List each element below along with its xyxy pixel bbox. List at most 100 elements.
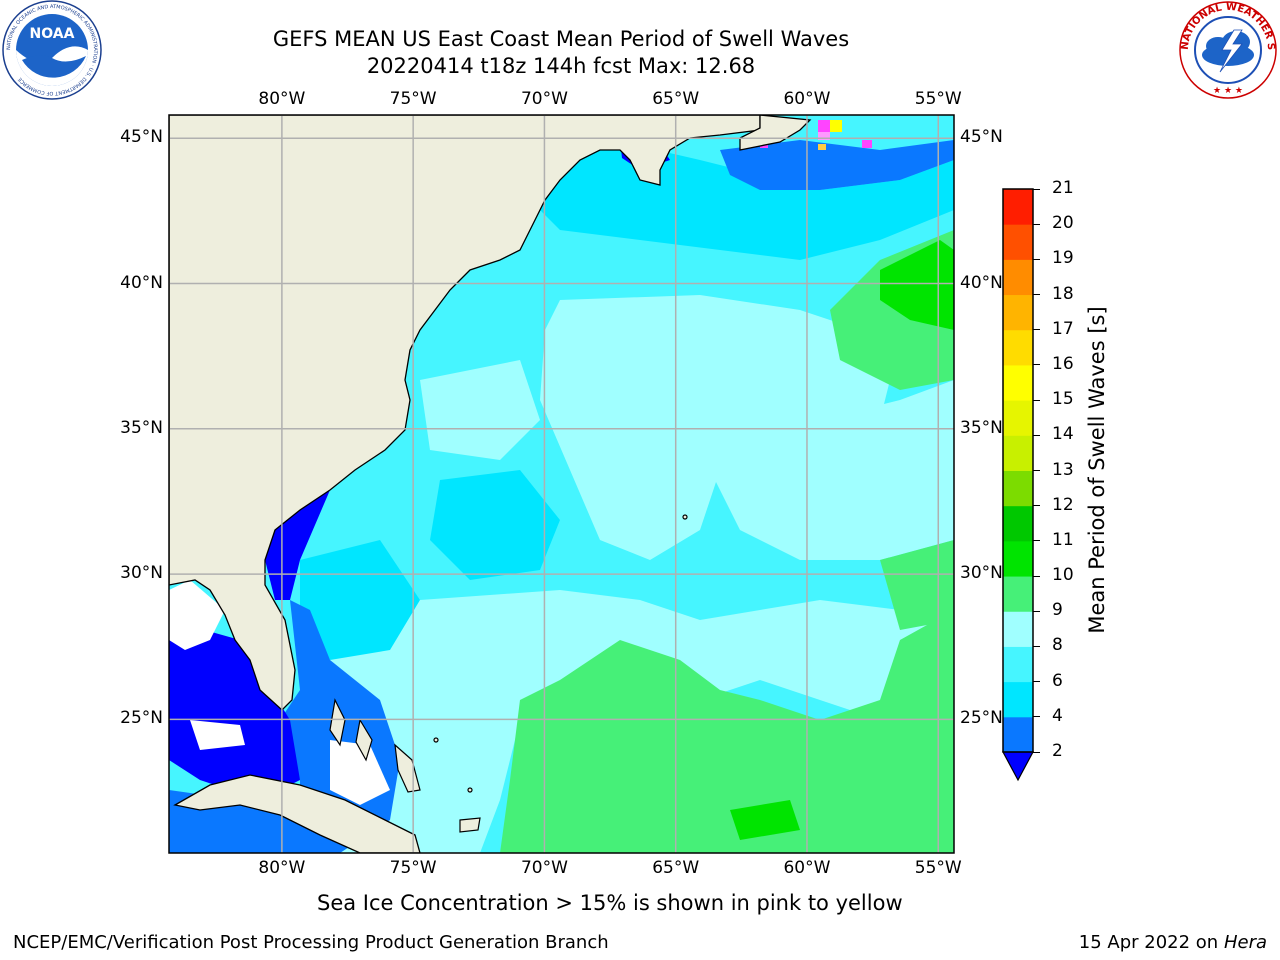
lon-tick-label-top: 65°W bbox=[652, 89, 700, 109]
colorbar-tick-label: 4 bbox=[1052, 705, 1063, 726]
footer-organization: NCEP/EMC/Verification Post Processing Pr… bbox=[13, 932, 609, 953]
lon-tick-label-top: 80°W bbox=[258, 89, 306, 109]
colorbar-tick-mark bbox=[1033, 751, 1040, 753]
colorbar-segment bbox=[1003, 505, 1033, 542]
colorbar-segment bbox=[1003, 259, 1033, 296]
map-frame bbox=[168, 114, 955, 854]
colorbar-segment bbox=[1003, 470, 1033, 507]
colorbar-segment bbox=[1003, 400, 1033, 436]
lon-tick-label-top: 55°W bbox=[914, 89, 962, 109]
colorbar-tick-mark bbox=[1033, 188, 1040, 190]
colorbar-segment bbox=[1003, 611, 1033, 647]
colorbar-tick-mark bbox=[1033, 434, 1040, 436]
colorbar-tick-mark bbox=[1033, 681, 1040, 683]
lat-tick-label-right: 35°N bbox=[960, 417, 1003, 438]
lat-tick-label-right: 30°N bbox=[960, 563, 1003, 584]
footer-date-text: 15 Apr 2022 on bbox=[1078, 932, 1224, 953]
colorbar-tick-label: 17 bbox=[1052, 318, 1074, 339]
colorbar-segment bbox=[1003, 329, 1033, 366]
lat-tick-label-right: 25°N bbox=[960, 708, 1003, 729]
field-light-cyan bbox=[300, 590, 954, 853]
colorbar-tick-mark bbox=[1033, 294, 1040, 296]
lat-tick-label-left: 40°N bbox=[120, 272, 163, 293]
colorbar-segment bbox=[1003, 364, 1033, 401]
colorbar-tick-mark bbox=[1033, 470, 1040, 471]
lon-tick-label-top: 70°W bbox=[520, 89, 568, 109]
colorbar-tick-label: 14 bbox=[1052, 424, 1074, 445]
colorbar-tick-label: 12 bbox=[1052, 494, 1074, 515]
lon-tick-label-bottom: 55°W bbox=[914, 858, 962, 878]
field-deep-blue bbox=[169, 620, 300, 800]
colorbar-tick-label: 10 bbox=[1052, 565, 1074, 586]
colorbar-tick-label: 9 bbox=[1052, 600, 1063, 621]
map-title: GEFS MEAN US East Coast Mean Period of S… bbox=[272, 27, 850, 51]
lon-tick-label-bottom: 75°W bbox=[389, 858, 437, 878]
map-subtitle: 20220414 t18z 144h fcst Max: 12.68 bbox=[366, 54, 756, 78]
lat-tick-label-right: 40°N bbox=[960, 272, 1003, 293]
field-light-cyan bbox=[420, 360, 540, 460]
lat-tick-label-left: 45°N bbox=[120, 127, 163, 148]
field-no-data bbox=[169, 580, 225, 650]
land-nova-scotia bbox=[739, 115, 812, 151]
colorbar-segment bbox=[1003, 716, 1033, 753]
colorbar-tick-label: 20 bbox=[1052, 213, 1074, 234]
colorbar-segment bbox=[1003, 294, 1033, 331]
colorbar-tick-label: 6 bbox=[1052, 670, 1063, 691]
field-light-cyan bbox=[540, 295, 890, 560]
field-light-cyan bbox=[700, 380, 954, 560]
field-bright-green bbox=[730, 800, 800, 840]
colorbar-segment bbox=[1003, 540, 1033, 577]
colorbar-tick-mark bbox=[1033, 505, 1040, 507]
lon-tick-label-top: 75°W bbox=[389, 89, 437, 109]
field-medium-cyan bbox=[430, 470, 560, 580]
lat-tick-label-left: 35°N bbox=[120, 417, 163, 438]
noaa-logo: NOAA NATIONAL OCEANIC AND ATMOSPHERIC AD… bbox=[2, 0, 102, 100]
colorbar-tick-mark bbox=[1033, 540, 1040, 542]
colorbar-segment bbox=[1003, 189, 1033, 225]
colorbar-tick-mark bbox=[1033, 575, 1040, 577]
map-area bbox=[169, 115, 954, 853]
colorbar-label: Mean Period of Swell Waves [s] bbox=[1085, 306, 1109, 634]
footer-machine: Hera bbox=[1223, 932, 1267, 953]
colorbar-segment bbox=[1003, 576, 1033, 612]
colorbar-tick-label: 19 bbox=[1052, 248, 1074, 269]
colorbar-tick-mark bbox=[1033, 364, 1040, 366]
colorbar-tick-label: 11 bbox=[1052, 529, 1074, 550]
graticule bbox=[169, 115, 954, 853]
colorbar-tick-label: 8 bbox=[1052, 635, 1063, 656]
lon-tick-label-bottom: 60°W bbox=[783, 858, 831, 878]
colorbar-tick-mark bbox=[1033, 716, 1040, 718]
colorbar-tick-label: 21 bbox=[1052, 178, 1074, 198]
colorbar-tick-label: 16 bbox=[1052, 353, 1074, 374]
colorbar-tick-mark bbox=[1033, 610, 1040, 612]
colorbar-tick-mark bbox=[1033, 329, 1040, 331]
colorbar-segment bbox=[1003, 224, 1033, 260]
field-blue bbox=[720, 140, 954, 190]
field-no-data bbox=[190, 720, 245, 750]
field-green bbox=[500, 610, 954, 853]
colorbar-segment bbox=[1003, 681, 1033, 718]
lat-tick-label-right: 45°N bbox=[960, 127, 1003, 148]
colorbar bbox=[1001, 188, 1035, 782]
field-no-data bbox=[330, 740, 390, 805]
noaa-logo-text: NOAA bbox=[30, 26, 75, 42]
colorbar-tick-label: 2 bbox=[1052, 741, 1063, 761]
colorbar-tick-mark bbox=[1033, 258, 1040, 260]
colorbar-underflow-triangle bbox=[1001, 751, 1035, 782]
footer-date: 15 Apr 2022 on Hera bbox=[1079, 932, 1267, 953]
land-north-america bbox=[169, 115, 761, 711]
colorbar-tick-label: 13 bbox=[1052, 459, 1074, 480]
lat-tick-label-left: 25°N bbox=[120, 708, 163, 729]
lon-tick-label-top: 60°W bbox=[783, 89, 831, 109]
colorbar-segment bbox=[1003, 646, 1033, 683]
field-bright-green bbox=[880, 240, 954, 330]
colorbar-tick-mark bbox=[1033, 399, 1040, 401]
colorbar-tick-mark bbox=[1033, 223, 1040, 225]
colorbar-tick-label: 18 bbox=[1052, 283, 1074, 304]
lon-tick-label-bottom: 65°W bbox=[652, 858, 700, 878]
nws-logo: NATIONAL WEATHER SERVICE ★ ★ ★ bbox=[1176, 0, 1277, 99]
field-green bbox=[880, 540, 954, 630]
colorbar-tick-label: 15 bbox=[1052, 389, 1074, 410]
field-medium-cyan bbox=[300, 540, 420, 660]
